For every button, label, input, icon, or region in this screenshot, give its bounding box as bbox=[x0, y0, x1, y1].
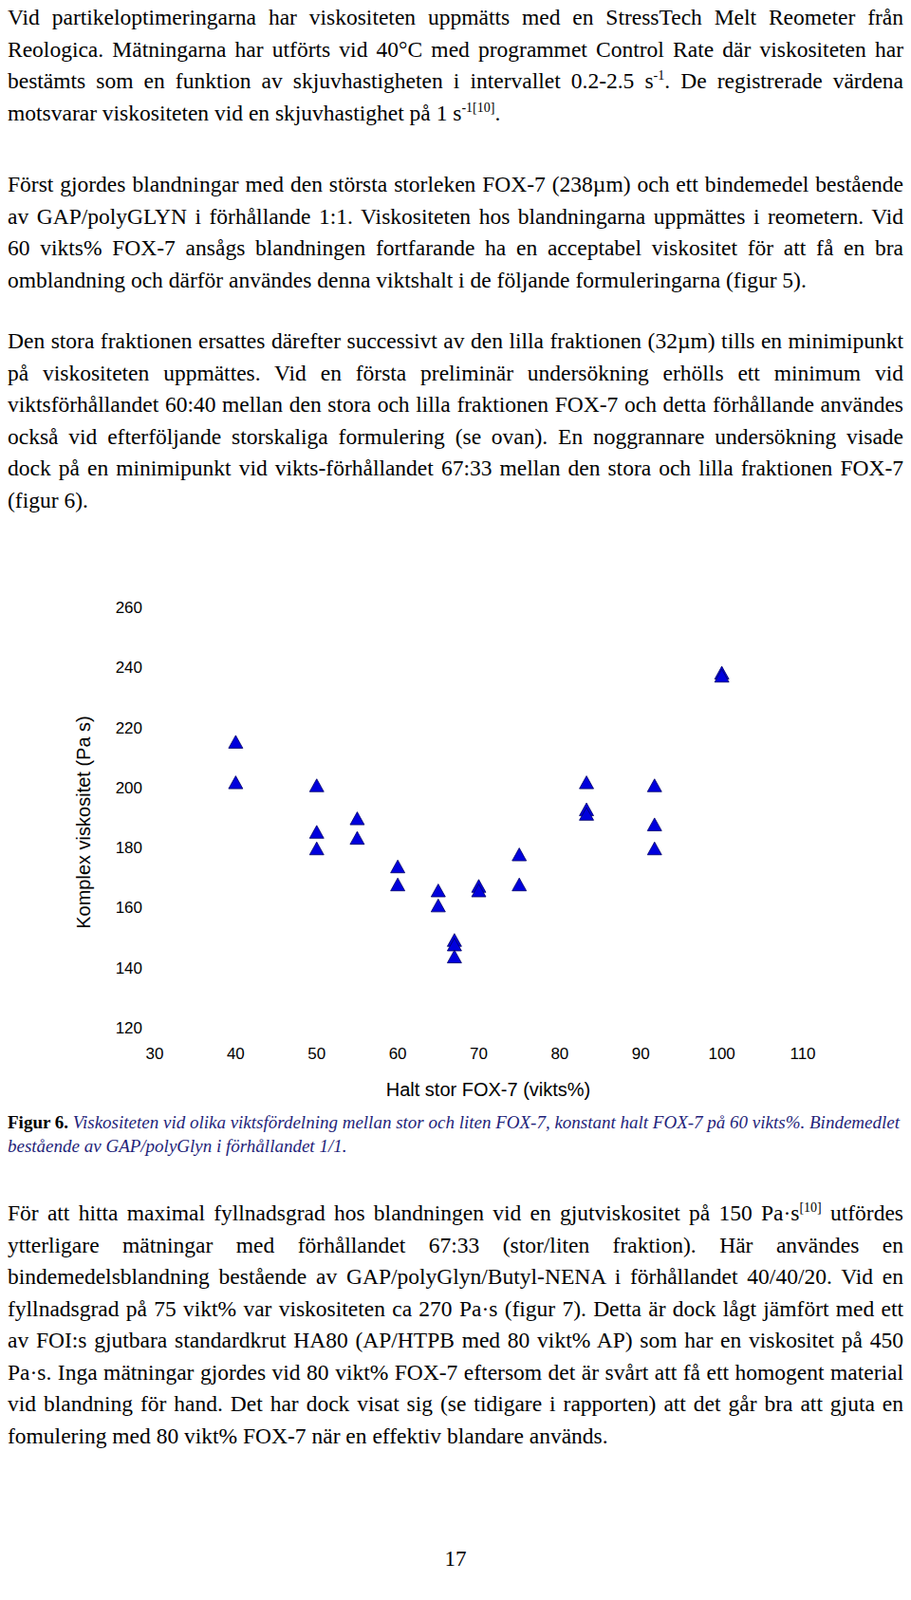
y-tick-label: 140 bbox=[115, 959, 143, 978]
point bbox=[471, 884, 486, 898]
y-tick-label: 120 bbox=[115, 1019, 143, 1038]
point bbox=[647, 841, 662, 856]
x-axis-label: Halt stor FOX-7 (vikts%) bbox=[386, 1078, 592, 1100]
y-tick-label: 240 bbox=[115, 658, 143, 677]
text-run: Först gjordes blandningar med den störst… bbox=[7, 171, 904, 293]
x-tick-label: 100 bbox=[707, 1044, 735, 1063]
superscript: -1[10] bbox=[461, 100, 495, 115]
page: { "paragraphs_top": [ ["Vid partikelopti… bbox=[0, 0, 911, 1600]
text-run: För att hitta maximal fyllnadsgrad hos b… bbox=[7, 1200, 800, 1226]
y-axis-label: Komplex viskositet (Pa s) bbox=[73, 715, 94, 930]
point bbox=[430, 884, 446, 898]
point bbox=[350, 812, 365, 826]
paragraph: Den stora fraktionen ersattes därefter s… bbox=[7, 325, 904, 517]
paragraph: Vid partikeloptimeringarna har viskosite… bbox=[7, 1, 904, 130]
y-tick-label: 180 bbox=[115, 838, 143, 857]
point bbox=[579, 807, 595, 821]
caption: Figur 6. Viskositeten vid olika viktsför… bbox=[7, 1110, 904, 1158]
point bbox=[446, 949, 462, 964]
point bbox=[430, 898, 446, 912]
caption-label: Figur 6. bbox=[7, 1112, 69, 1133]
point bbox=[309, 841, 324, 856]
y-tick-label: 160 bbox=[115, 898, 143, 917]
y-tick-label: 220 bbox=[115, 719, 143, 738]
point bbox=[446, 937, 462, 951]
x-tick-label: 50 bbox=[307, 1044, 326, 1063]
superscript: -1 bbox=[653, 68, 666, 83]
point bbox=[579, 776, 595, 790]
text-run: . bbox=[494, 100, 501, 126]
y-tick-label: 260 bbox=[115, 598, 143, 617]
x-tick-label: 60 bbox=[389, 1044, 408, 1063]
paragraph: För att hitta maximal fyllnadsgrad hos b… bbox=[7, 1197, 904, 1452]
y-tick-label: 200 bbox=[115, 779, 143, 798]
x-tick-label: 70 bbox=[469, 1044, 488, 1063]
text-run: Den stora fraktionen ersattes därefter s… bbox=[7, 328, 904, 513]
point bbox=[350, 831, 365, 845]
x-tick-label: 110 bbox=[789, 1044, 816, 1063]
text-run: utfördes ytterligare mätningar med förhå… bbox=[7, 1200, 904, 1449]
x-tick-label: 90 bbox=[632, 1044, 651, 1063]
x-tick-label: 40 bbox=[226, 1044, 245, 1063]
point bbox=[647, 818, 662, 832]
point bbox=[512, 877, 527, 892]
caption-gap bbox=[68, 1112, 74, 1133]
point bbox=[714, 669, 729, 683]
page-number: 17 bbox=[0, 1546, 911, 1572]
point bbox=[512, 848, 527, 862]
caption-text: Viskositeten vid olika viktsfördelning m… bbox=[7, 1112, 900, 1156]
x-tick-label: 30 bbox=[146, 1044, 165, 1063]
plot-area bbox=[228, 666, 729, 964]
point bbox=[390, 859, 406, 874]
point bbox=[309, 825, 324, 839]
point bbox=[228, 776, 243, 790]
point bbox=[390, 877, 406, 892]
x-tick-label: 80 bbox=[550, 1044, 569, 1063]
point bbox=[647, 779, 662, 793]
point bbox=[228, 735, 243, 749]
superscript: [10] bbox=[799, 1200, 821, 1215]
point bbox=[309, 779, 324, 793]
paragraph: Först gjordes blandningar med den störst… bbox=[7, 168, 904, 297]
